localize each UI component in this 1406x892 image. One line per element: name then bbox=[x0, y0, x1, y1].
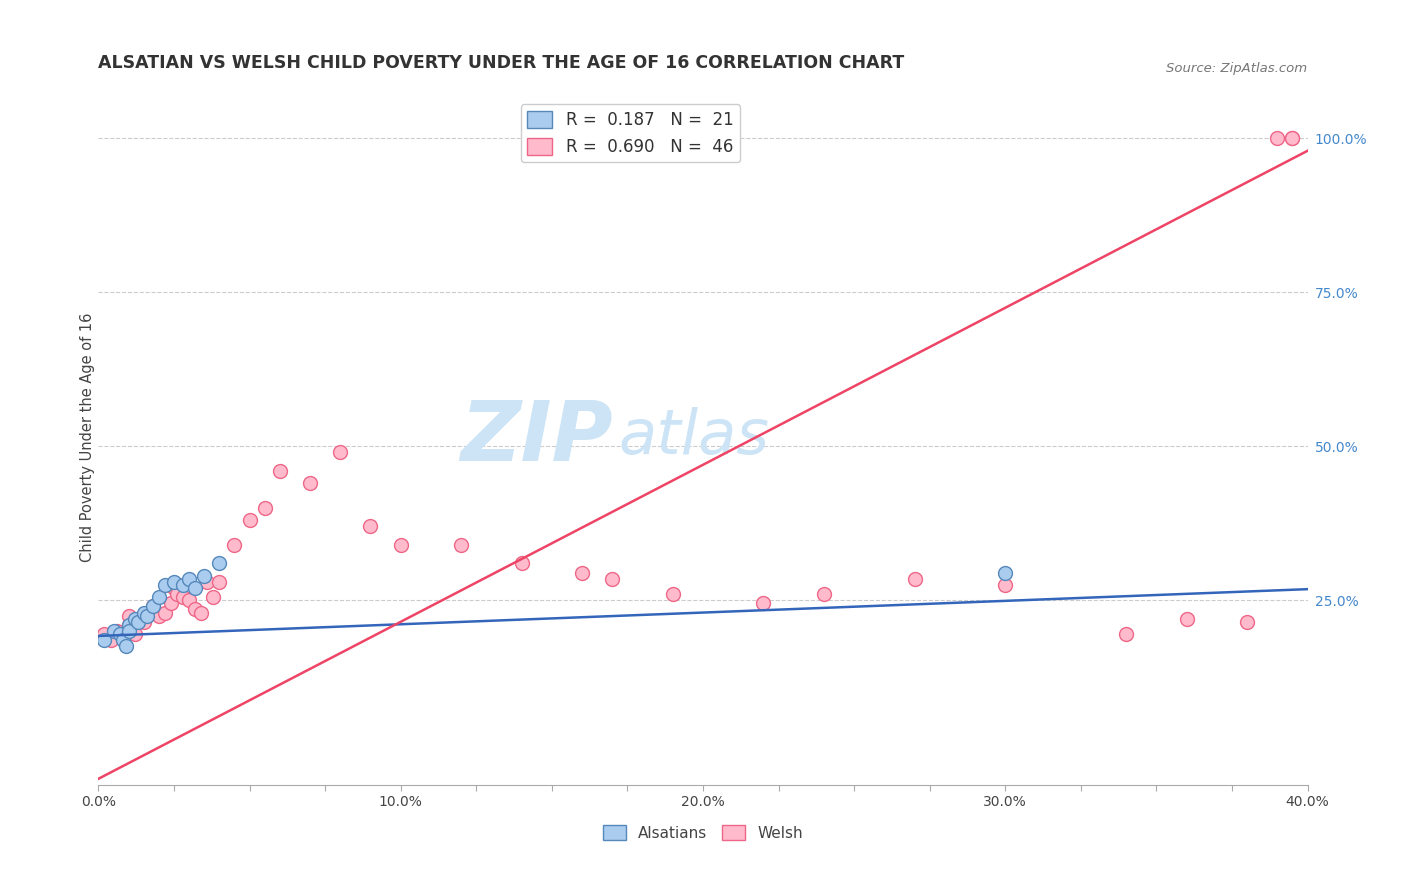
Point bbox=[132, 606, 155, 620]
Y-axis label: Child Poverty Under the Age of 16: Child Poverty Under the Age of 16 bbox=[80, 312, 94, 562]
Point bbox=[135, 606, 157, 620]
Point bbox=[108, 627, 131, 641]
Point bbox=[389, 538, 412, 552]
Point bbox=[118, 618, 141, 632]
Text: Source: ZipAtlas.com: Source: ZipAtlas.com bbox=[1167, 62, 1308, 75]
Point bbox=[118, 608, 141, 623]
Point bbox=[269, 464, 291, 478]
Text: ZIP: ZIP bbox=[460, 397, 613, 477]
Point bbox=[510, 557, 533, 571]
Point bbox=[195, 574, 218, 589]
Point bbox=[179, 593, 201, 607]
Point bbox=[904, 572, 927, 586]
Point bbox=[329, 445, 352, 459]
Text: atlas: atlas bbox=[619, 407, 769, 467]
Point bbox=[994, 578, 1017, 592]
Point bbox=[179, 572, 201, 586]
Point bbox=[253, 500, 276, 515]
Point bbox=[166, 587, 188, 601]
Point bbox=[111, 633, 134, 648]
Point bbox=[111, 630, 134, 644]
Point bbox=[93, 627, 115, 641]
Point bbox=[450, 538, 472, 552]
Point bbox=[148, 608, 170, 623]
Point bbox=[299, 476, 322, 491]
Point bbox=[208, 557, 231, 571]
Point bbox=[360, 519, 382, 533]
Point bbox=[752, 596, 775, 610]
Point bbox=[813, 587, 835, 601]
Point bbox=[661, 587, 683, 601]
Point bbox=[129, 612, 152, 626]
Point bbox=[184, 602, 207, 616]
Point bbox=[190, 606, 212, 620]
Point bbox=[1115, 627, 1137, 641]
Point bbox=[994, 566, 1017, 580]
Point bbox=[124, 612, 146, 626]
Point bbox=[184, 581, 207, 595]
Point bbox=[602, 572, 624, 586]
Point bbox=[127, 615, 149, 629]
Point bbox=[114, 640, 136, 654]
Point bbox=[153, 578, 176, 592]
Point bbox=[202, 590, 225, 604]
Point bbox=[208, 574, 231, 589]
Text: ALSATIAN VS WELSH CHILD POVERTY UNDER THE AGE OF 16 CORRELATION CHART: ALSATIAN VS WELSH CHILD POVERTY UNDER TH… bbox=[98, 54, 904, 72]
Point bbox=[100, 633, 122, 648]
Point bbox=[1281, 131, 1303, 145]
Point bbox=[118, 618, 141, 632]
Point bbox=[132, 615, 155, 629]
Point bbox=[160, 596, 183, 610]
Point bbox=[571, 566, 593, 580]
Point bbox=[142, 599, 165, 614]
Point bbox=[172, 578, 194, 592]
Point bbox=[163, 574, 186, 589]
Point bbox=[172, 590, 194, 604]
Point bbox=[1236, 615, 1258, 629]
Point bbox=[1281, 131, 1303, 145]
Point bbox=[124, 627, 146, 641]
Point bbox=[142, 599, 165, 614]
Point bbox=[163, 581, 186, 595]
Point bbox=[153, 606, 176, 620]
Legend: Alsatians, Welsh: Alsatians, Welsh bbox=[596, 819, 810, 847]
Point bbox=[239, 513, 262, 527]
Point bbox=[135, 608, 157, 623]
Point bbox=[103, 624, 125, 638]
Point bbox=[148, 590, 170, 604]
Point bbox=[193, 568, 215, 582]
Point bbox=[224, 538, 246, 552]
Point bbox=[105, 624, 128, 638]
Point bbox=[93, 633, 115, 648]
Point bbox=[1267, 131, 1289, 145]
Point bbox=[1175, 612, 1198, 626]
Point bbox=[118, 624, 141, 638]
